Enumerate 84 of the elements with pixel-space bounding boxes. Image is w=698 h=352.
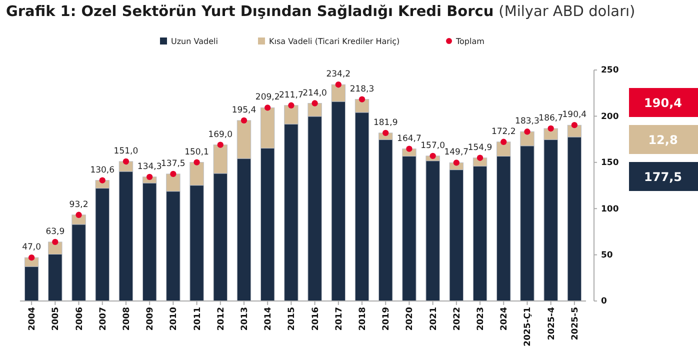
y-tick-label: 150 bbox=[601, 158, 619, 168]
data-label: 218,3 bbox=[350, 84, 374, 94]
legend-label: Kısa Vadeli (Ticari Krediler Hariç) bbox=[269, 37, 400, 46]
text: 177,5 bbox=[644, 170, 682, 184]
x-tick-label: 2019 bbox=[382, 306, 392, 331]
x-tick-label: 2014 bbox=[264, 306, 274, 331]
x-tick-label: 2021 bbox=[428, 306, 439, 331]
x-tick-label: 2015 bbox=[287, 306, 298, 331]
x-tick-label: 2022 bbox=[452, 306, 462, 331]
point bbox=[430, 152, 436, 160]
data-label: 150,1 bbox=[184, 147, 209, 158]
data-label: 234,2 bbox=[326, 70, 351, 80]
data-label: 183,3 bbox=[515, 116, 540, 127]
data-label: 154,9 bbox=[468, 142, 492, 153]
point bbox=[240, 117, 248, 124]
y-tick-label: 250 bbox=[601, 66, 619, 76]
point bbox=[99, 177, 106, 184]
x-tick-label: 2017 bbox=[334, 306, 344, 331]
data-label: 186,7 bbox=[538, 113, 564, 124]
x-tick-label: 2011 bbox=[192, 306, 203, 331]
x-tick-label: 2010 bbox=[169, 306, 180, 331]
x-tick-label: 2006 bbox=[74, 306, 85, 331]
legend-label: Toplam bbox=[455, 37, 485, 46]
data-label: 151,0 bbox=[114, 146, 138, 156]
x-tick-label: 2024 bbox=[500, 306, 510, 331]
chart-title: Grafik 1: Ozel Sektörün Yurt Dışından Sağladığı Kredi Borcu bbox=[6, 4, 494, 20]
point bbox=[571, 122, 578, 128]
point bbox=[500, 138, 507, 145]
point bbox=[170, 170, 176, 178]
point bbox=[524, 128, 530, 135]
data-label: 169,0 bbox=[208, 130, 233, 140]
data-label: 195,4 bbox=[232, 105, 256, 116]
point bbox=[194, 159, 200, 166]
legend-label: Uzun Vadeli bbox=[171, 37, 218, 46]
data-label: 172,2 bbox=[491, 126, 516, 137]
y-tick-label: 100 bbox=[601, 204, 619, 214]
y-tick-label: 200 bbox=[601, 112, 619, 122]
x-tick-label: 2016 bbox=[310, 306, 321, 331]
data-label: 157,0 bbox=[420, 140, 445, 151]
text: 12,8 bbox=[648, 133, 678, 147]
x-tick-label: 2025-4 bbox=[546, 306, 557, 340]
point bbox=[122, 158, 130, 165]
data-label: 63,9 bbox=[46, 226, 65, 237]
y-tick-label: 50 bbox=[601, 250, 613, 261]
data-label: 130,6 bbox=[90, 165, 115, 176]
x-tick-label: 2025-Ç1 bbox=[523, 306, 534, 346]
x-tick-label: 2020 bbox=[405, 306, 416, 331]
x-tick-label: 2012 bbox=[216, 306, 226, 331]
x-tick-label: 2008 bbox=[122, 306, 132, 331]
data-label: 164,7 bbox=[397, 134, 422, 144]
x-tick-label: 2007 bbox=[98, 306, 108, 331]
data-label: 190,4 bbox=[562, 110, 587, 120]
x-tick-label: 2005 bbox=[51, 306, 62, 331]
point bbox=[28, 254, 35, 261]
x-tick-label: 2004 bbox=[28, 306, 38, 331]
data-label: 93,2 bbox=[69, 200, 88, 210]
point bbox=[264, 104, 271, 111]
y-tick-label: 0 bbox=[601, 296, 607, 307]
x-tick-label: 2013 bbox=[240, 306, 250, 331]
chart-subtitle: (Milyar ABD doları) bbox=[498, 4, 636, 20]
point bbox=[335, 82, 342, 88]
text: 190,4 bbox=[644, 96, 682, 110]
x-tick-label: 2023 bbox=[476, 306, 486, 331]
data-label: 211,7 bbox=[279, 90, 304, 100]
x-tick-label: 2009 bbox=[146, 306, 156, 331]
point bbox=[288, 102, 294, 108]
data-label: 181,9 bbox=[373, 118, 398, 128]
point bbox=[146, 174, 153, 180]
point bbox=[406, 146, 412, 152]
point bbox=[76, 212, 82, 218]
x-tick-label: 2025-5 bbox=[570, 306, 580, 340]
point bbox=[52, 238, 58, 246]
data-label: 214,0 bbox=[302, 88, 327, 98]
data-label: 47,0 bbox=[22, 242, 42, 253]
point bbox=[358, 96, 366, 102]
data-label: 209,2 bbox=[255, 92, 280, 103]
point bbox=[548, 125, 554, 132]
data-label: 134,3 bbox=[137, 162, 162, 172]
point bbox=[217, 142, 224, 148]
point bbox=[312, 100, 318, 106]
data-label: 137,5 bbox=[161, 158, 186, 169]
x-tick-label: 2018 bbox=[358, 306, 368, 331]
data-label: 149,7 bbox=[444, 148, 469, 158]
point bbox=[476, 154, 484, 161]
